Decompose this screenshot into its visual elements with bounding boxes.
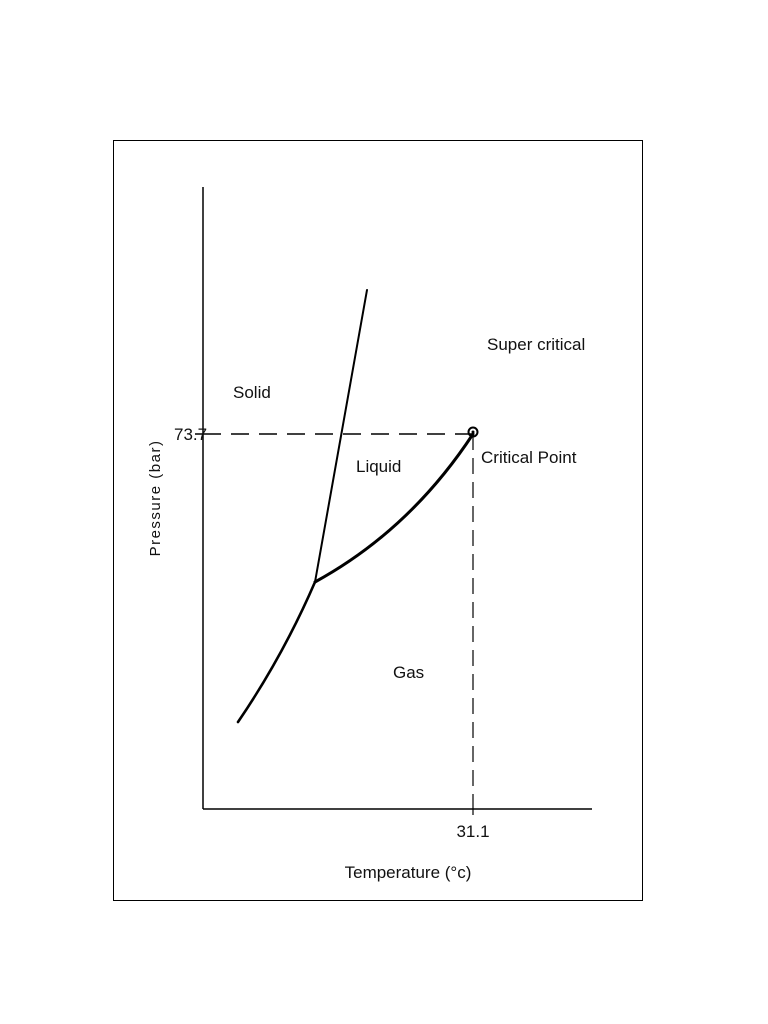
region-label-supercritical: Super critical [487, 335, 585, 354]
diagram-frame [113, 140, 643, 901]
sublimation-curve [236, 580, 317, 724]
vaporization-curve [313, 432, 475, 584]
melting-curve [314, 289, 368, 583]
x-axis-title: Temperature (°c) [345, 863, 472, 882]
region-label-liquid: Liquid [356, 457, 401, 476]
region-label-gas: Gas [393, 663, 424, 682]
critical-temperature-label: 31.1 [456, 822, 489, 841]
critical-point-dot [471, 430, 475, 434]
critical-point-marker [467, 426, 479, 438]
region-label-solid: Solid [233, 383, 271, 402]
y-axis-title: Pressure (bar) [147, 440, 164, 557]
critical-point-label: Critical Point [481, 448, 577, 467]
critical-pressure-label: 73.7 [174, 425, 207, 444]
